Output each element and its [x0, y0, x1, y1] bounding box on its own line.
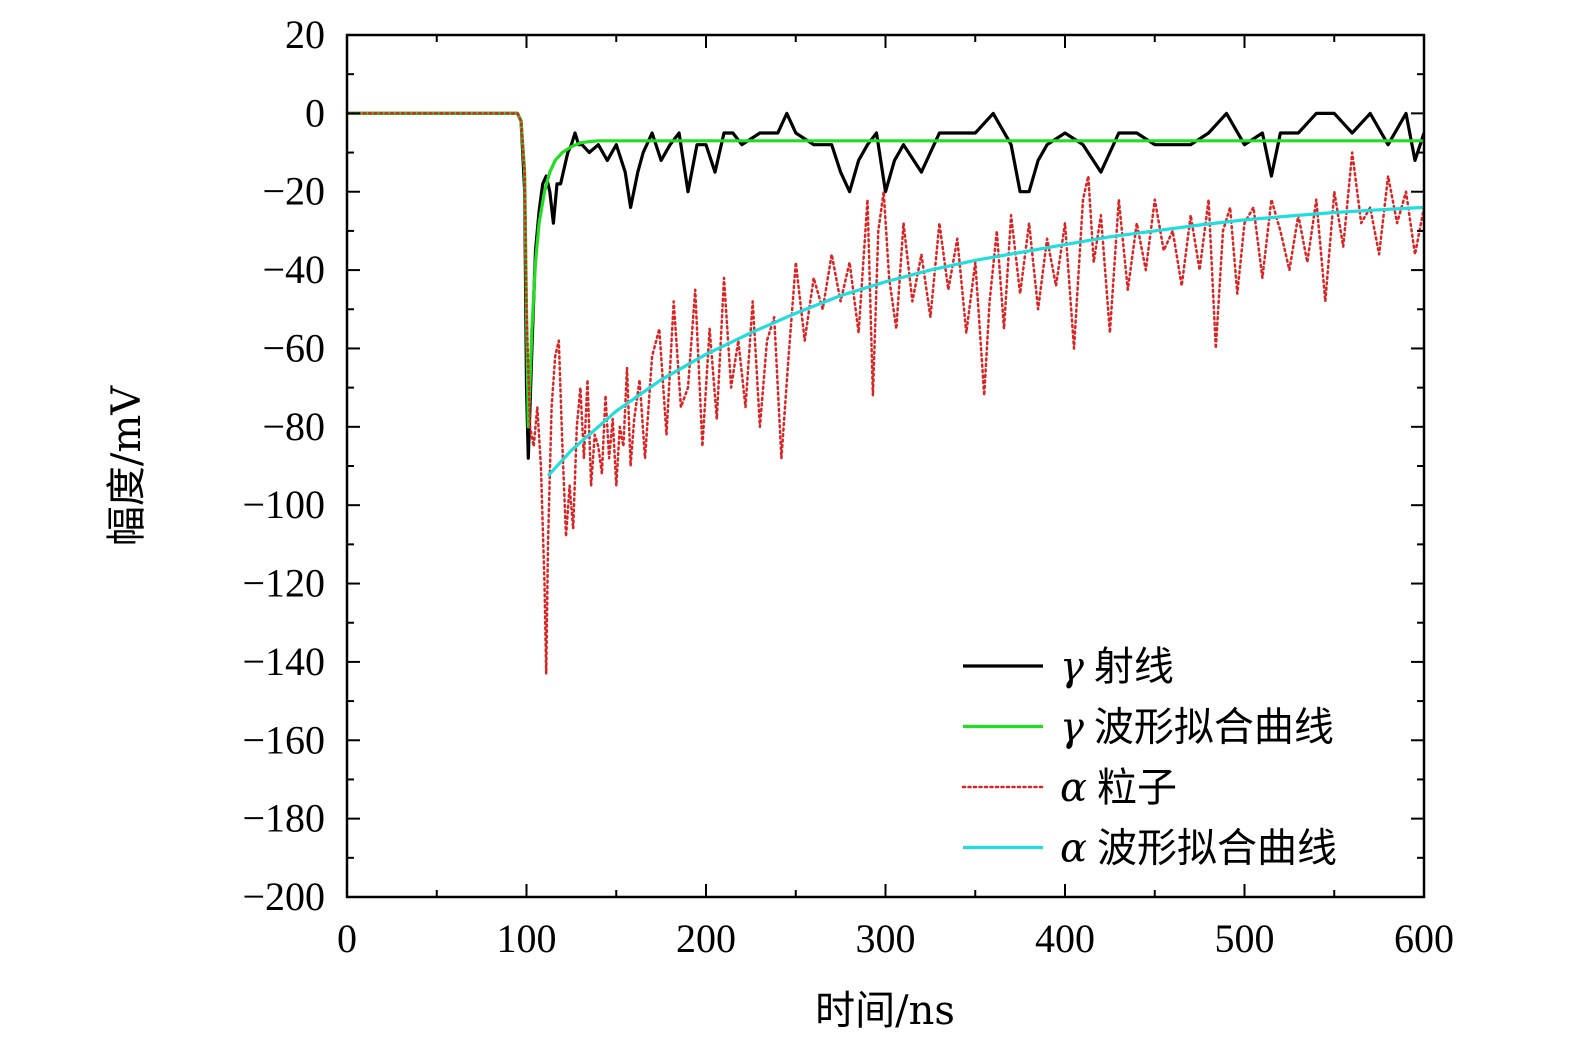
y-axis-title: 幅度/mV — [104, 385, 150, 546]
x-tick-label: 500 — [1215, 916, 1275, 961]
x-tick-labels: 0 100 200 300 400 500 600 — [337, 916, 1454, 961]
y-tick-label: −160 — [242, 717, 325, 762]
x-tick-label: 0 — [337, 916, 357, 961]
y-tick-label: −180 — [242, 796, 325, 841]
legend-label-3: α 粒子 — [1060, 765, 1177, 811]
x-tick-label: 400 — [1035, 916, 1095, 961]
y-tick-label: −60 — [262, 325, 325, 370]
y-tick-label: −40 — [262, 247, 325, 292]
y-tick-label: −140 — [242, 639, 325, 684]
x-tick-label: 300 — [856, 916, 916, 961]
y-tick-label: 0 — [305, 90, 325, 135]
y-tick-label: 20 — [285, 12, 325, 57]
legend-label-1: γ 射线 — [1060, 644, 1174, 690]
x-tick-label: 200 — [676, 916, 736, 961]
y-tick-label: −80 — [262, 404, 325, 449]
series-1-line — [347, 111, 1424, 460]
x-tick-label: 600 — [1394, 916, 1454, 961]
y-tick-labels: 20 0 −20 −40 −60 −80 −100 −120 −140 −160 −180 −200 — [242, 12, 325, 919]
series-3-line — [347, 112, 1424, 675]
y-tick-label: −120 — [242, 561, 325, 606]
y-tick-label: −200 — [242, 874, 325, 919]
legend: γ 射线 γ 波形拟合曲线 α 粒子 α 波形拟合曲线 — [961, 644, 1337, 872]
legend-label-2: γ 波形拟合曲线 — [1060, 705, 1334, 751]
x-tick-label: 100 — [497, 916, 557, 961]
x-axis-title: 时间/ns — [815, 988, 955, 1034]
series-layer — [347, 111, 1424, 675]
y-tick-label: −100 — [242, 482, 325, 527]
series-4-line — [546, 205, 1424, 477]
legend-label-4: α 波形拟合曲线 — [1060, 826, 1337, 872]
y-tick-label: −20 — [262, 169, 325, 214]
plot-frame — [345, 33, 1426, 899]
ticks-layer — [346, 34, 1425, 898]
